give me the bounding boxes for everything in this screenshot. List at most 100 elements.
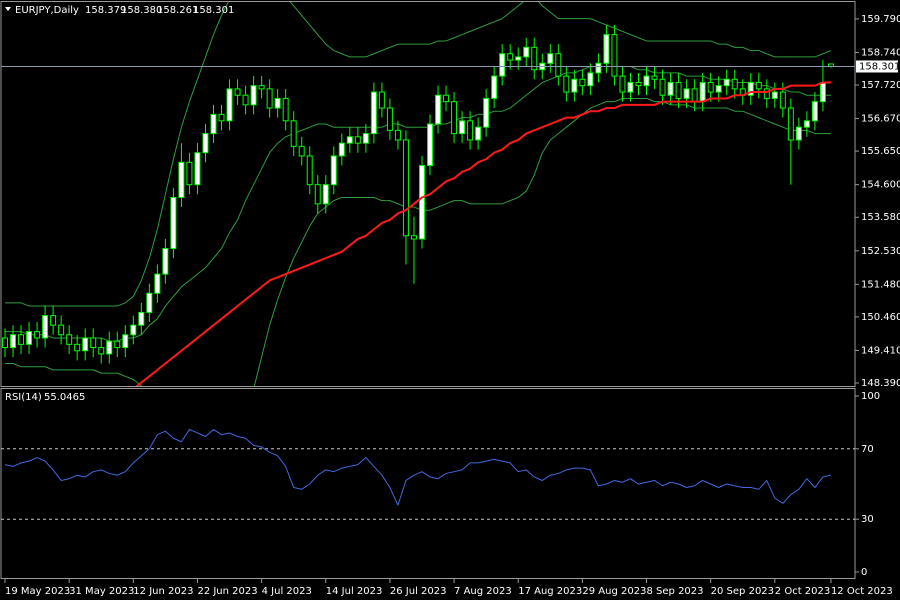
close-value: 158.301 [193,5,234,16]
main-plot [1,2,855,386]
y-tick-label: 151.480 [861,279,900,290]
candle-body [467,120,474,141]
candle-body [354,136,361,144]
candle-body [491,75,498,99]
x-tick-label: 26 Jul 2023 [390,586,447,597]
candle-body [194,152,201,186]
y-tick-label: 158.740 [861,47,900,58]
candle-body [587,72,594,87]
candle-body [346,136,353,144]
y-tick-label: 154.600 [861,180,900,191]
rsi-y-tick-label: 70 [861,444,874,455]
band-line [5,2,832,307]
candle-body [394,129,401,141]
candle-body [563,75,570,93]
candle-body [362,133,369,144]
candle-body [266,88,273,109]
candle-body [146,292,153,313]
candle-body [627,81,634,93]
candle-body [475,126,482,141]
candle-body [370,91,377,135]
candle-body [218,113,225,122]
x-tick-label: 7 Aug 2023 [454,586,512,597]
candle-body [555,53,562,77]
candle-body [803,120,810,128]
candle-body [90,337,97,349]
candle-body [82,337,89,352]
y-tick-label: 148.390 [861,378,900,389]
x-tick-label: 14 Jul 2023 [326,586,383,597]
x-tick-label: 12 Jun 2023 [133,586,193,597]
rsi-y-tick-label: 30 [861,514,874,525]
candle-body [723,78,730,87]
candle-body [707,81,714,93]
candle-body [322,184,329,205]
candle-body [451,101,458,135]
candle-body [667,81,674,96]
candle-body [651,75,658,80]
candle-body [747,81,754,96]
candle-body [170,196,177,250]
rsi-value: 55.0465 [44,392,85,403]
candle-body [106,340,113,355]
candle-body [50,315,57,326]
candle-body [819,81,826,103]
candle-body [427,123,433,167]
candle-body [202,133,209,154]
candle-body [98,347,105,355]
header: EURJPY,Daily 158.379 158.380 158.261 158… [5,5,234,16]
candle-body [34,331,41,339]
candle-body [130,324,137,336]
candle-body [811,101,818,122]
candle-body [683,88,690,99]
candle-body [242,94,249,106]
candle-body [10,334,17,349]
candle-body [282,97,289,122]
candle-body [507,53,514,61]
candle-body [290,120,297,147]
candle-body [595,62,602,74]
x-tick-label: 17 Aug 2023 [518,586,582,597]
candle-body [338,142,345,157]
candle-body [731,78,738,90]
candle-body [619,75,626,93]
rsi-plot [1,428,855,520]
candle-body [162,248,169,275]
candle-body [226,88,233,122]
candle-body [611,34,618,77]
candle-body [571,78,578,93]
candle-body [330,155,337,186]
price-label-box [856,60,898,73]
y-tick-label: 150.460 [861,312,900,323]
candle-body [763,88,770,99]
candle-body [26,331,33,345]
candle-body [699,81,706,103]
menu-arrow[interactable] [5,7,11,11]
symbol-title: EURJPY,Daily [15,5,79,16]
rsi-title: RSI(14) [5,392,42,403]
candle-body [419,165,425,240]
candle-body [771,91,778,99]
candle-body [410,235,417,240]
candle-body [18,334,25,345]
candle-body [58,324,65,336]
candle-body [779,91,786,109]
candle-body [691,88,698,103]
candle-body [579,78,586,87]
x-tick-label: 19 May 2023 [5,586,70,597]
y-tick-label: 155.650 [861,146,900,157]
candle-body [42,315,49,339]
y-tick-label: 157.720 [861,80,900,91]
x-tick-label: 2 Oct 2023 [775,586,830,597]
candle-body [643,75,650,87]
y-tick-label: 153.580 [861,212,900,223]
candle-body [659,78,666,96]
candle-body [138,311,145,326]
candle-body [515,56,522,61]
x-tick-label: 29 Aug 2023 [582,586,646,597]
candle-body [531,46,538,71]
candle-body [402,139,409,237]
rsi-y-tick-label: 0 [861,567,867,578]
candle-body [483,97,490,128]
